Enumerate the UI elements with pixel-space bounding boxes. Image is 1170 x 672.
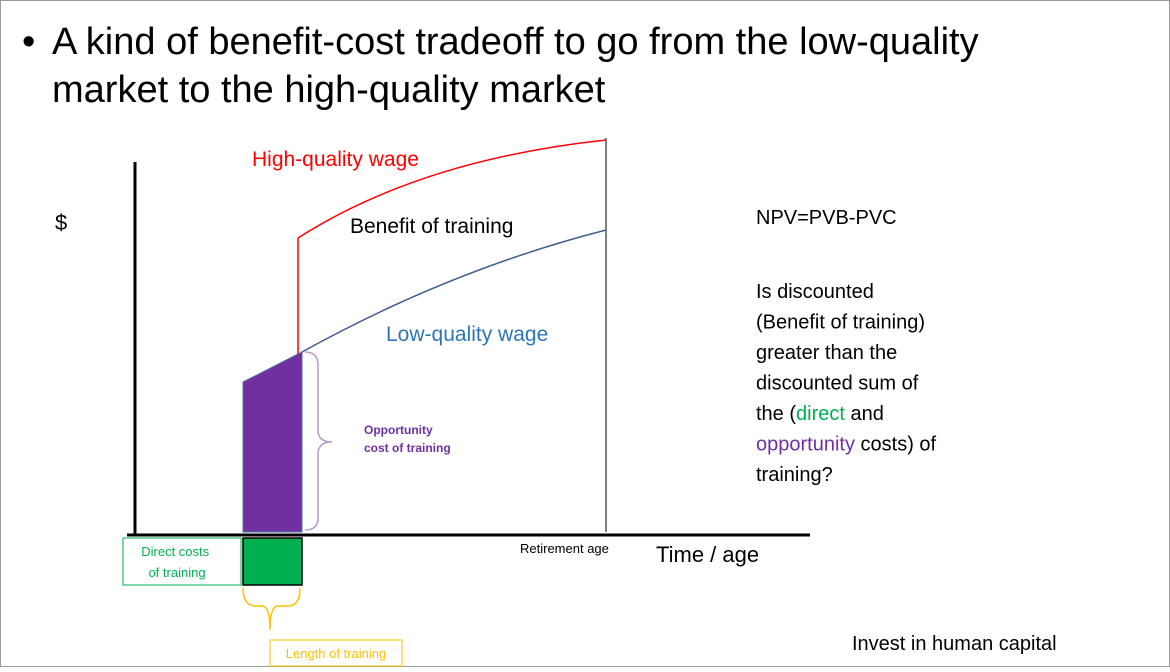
bullet-text: A kind of benefit-cost tradeoff to go fr… <box>52 21 989 111</box>
question-line: opportunity costs) of <box>756 434 937 456</box>
opportunity-line: cost of training <box>364 441 451 455</box>
y-axis-label: $ <box>55 210 67 235</box>
footer: Invest in human capital <box>852 633 1057 655</box>
question-segment: direct <box>796 403 845 425</box>
question: Is discounted (Benefit of training) greate… <box>756 281 937 486</box>
high-wage-curve <box>297 139 607 239</box>
length-bracket <box>242 587 301 631</box>
length-box <box>269 639 403 667</box>
question-line: greater than the <box>756 342 897 364</box>
question-segment: and <box>845 403 884 425</box>
retirement-label: Retirement age <box>520 541 609 556</box>
length-label: Length of training <box>286 646 386 661</box>
question-line: (Benefit of training) <box>756 312 925 334</box>
high-wage-label: High-quality wage <box>252 148 419 171</box>
direct-costs-label: Direct costs of training <box>141 544 213 580</box>
direct-cost-block <box>242 537 303 586</box>
question-line: training? <box>756 464 833 486</box>
benefit-label: Benefit of training <box>350 215 513 238</box>
bullet-line: A kind of benefit-cost tradeoff to go fr… <box>52 21 979 63</box>
bullet-dot: • <box>22 21 35 63</box>
question-segment: Is discounted <box>756 281 874 303</box>
question-segment: costs) of <box>855 434 937 456</box>
direct-line: of training <box>148 565 205 580</box>
formula: NPV=PVB-PVC <box>756 207 897 229</box>
opportunity-bracket <box>304 351 333 531</box>
question-line: the (direct and <box>756 403 884 425</box>
bullet-line: market to the high-quality market <box>52 69 606 111</box>
question-segment: the ( <box>756 403 796 425</box>
question-segment: opportunity <box>756 434 855 456</box>
x-axis-label: Time / age <box>656 542 759 567</box>
question-segment: discounted sum of <box>756 373 919 395</box>
low-wage-label: Low-quality wage <box>386 323 548 346</box>
question-segment: greater than the <box>756 342 897 364</box>
opportunity-line: Opportunity <box>364 423 433 437</box>
question-segment: training? <box>756 464 833 486</box>
opportunity-area <box>242 351 303 533</box>
opportunity-label: Opportunity cost of training <box>364 423 451 455</box>
direct-cost-box <box>122 537 242 586</box>
question-line: discounted sum of <box>756 373 919 395</box>
direct-line: Direct costs <box>141 544 209 559</box>
question-line: Is discounted <box>756 281 874 303</box>
question-segment: (Benefit of training) <box>756 312 925 334</box>
low-wage-curve <box>301 229 607 353</box>
